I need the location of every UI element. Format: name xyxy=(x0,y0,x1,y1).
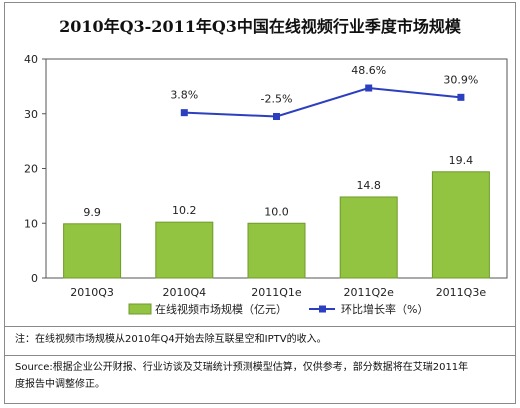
growth-point xyxy=(365,84,373,92)
x-tick-label: 2010Q3 xyxy=(70,286,114,299)
legend-line-marker xyxy=(319,305,326,313)
bar-value-label: 19.4 xyxy=(449,154,474,167)
y-tick-label: 30 xyxy=(24,108,38,121)
x-tick-label: 2011Q1e xyxy=(251,286,302,299)
x-tick-label: 2010Q4 xyxy=(162,286,206,299)
source-text-line2: 度报告中调整修正。 xyxy=(15,379,105,390)
legend-bar-label: 在线视频市场规模（亿元） xyxy=(155,302,287,316)
chart-svg: 0 10 20 30 40 9.9 2010Q3 10.2 2010Q4 10.0 2011Q1e 1… xyxy=(24,53,508,316)
bar xyxy=(431,171,490,279)
growth-line xyxy=(184,87,462,118)
bar xyxy=(63,223,122,279)
chart-title: 2010年Q3-2011年Q3中国在线视频行业季度市场规模 xyxy=(59,17,461,36)
bar xyxy=(339,196,398,279)
growth-point xyxy=(180,109,188,117)
note-text: 注：在线视频市场规模从2010年Q4开始去除互联星空和IPTV的收入。 xyxy=(15,334,327,345)
growth-point xyxy=(273,112,280,120)
bar xyxy=(247,222,306,279)
bar-value-label: 10.0 xyxy=(264,205,289,218)
x-tick-label: 2011Q3e xyxy=(436,286,487,299)
x-tick-label: 2011Q2e xyxy=(343,286,394,299)
bar xyxy=(155,221,214,279)
source-text-line1: Source:根据企业公开财报、行业访谈及艾瑞统计预测模型估算，仅供参考，部分数… xyxy=(15,362,469,373)
growth-value-label: 30.9% xyxy=(443,73,478,86)
legend-bar-swatch xyxy=(128,303,152,315)
source-divider xyxy=(5,355,515,356)
notes-divider xyxy=(5,326,515,327)
growth-value-label: 3.8% xyxy=(170,89,198,102)
bar-value-label: 10.2 xyxy=(172,204,197,217)
y-tick-label: 20 xyxy=(24,163,38,176)
chart-frame: 2010年Q3-2011年Q3中国在线视频行业季度市场规模 0 10 20 30 40 9… xyxy=(4,2,516,404)
growth-point xyxy=(457,93,465,101)
y-tick-label: 10 xyxy=(24,217,38,230)
y-tick-label: 40 xyxy=(24,53,38,66)
growth-value-label: -2.5% xyxy=(261,92,293,105)
bar-value-label: 14.8 xyxy=(356,179,381,192)
legend-line-label: 环比增长率（%） xyxy=(341,302,428,316)
y-tick-label: 0 xyxy=(31,272,38,285)
bar-value-label: 9.9 xyxy=(83,206,101,219)
growth-value-label: 48.6% xyxy=(351,64,386,77)
